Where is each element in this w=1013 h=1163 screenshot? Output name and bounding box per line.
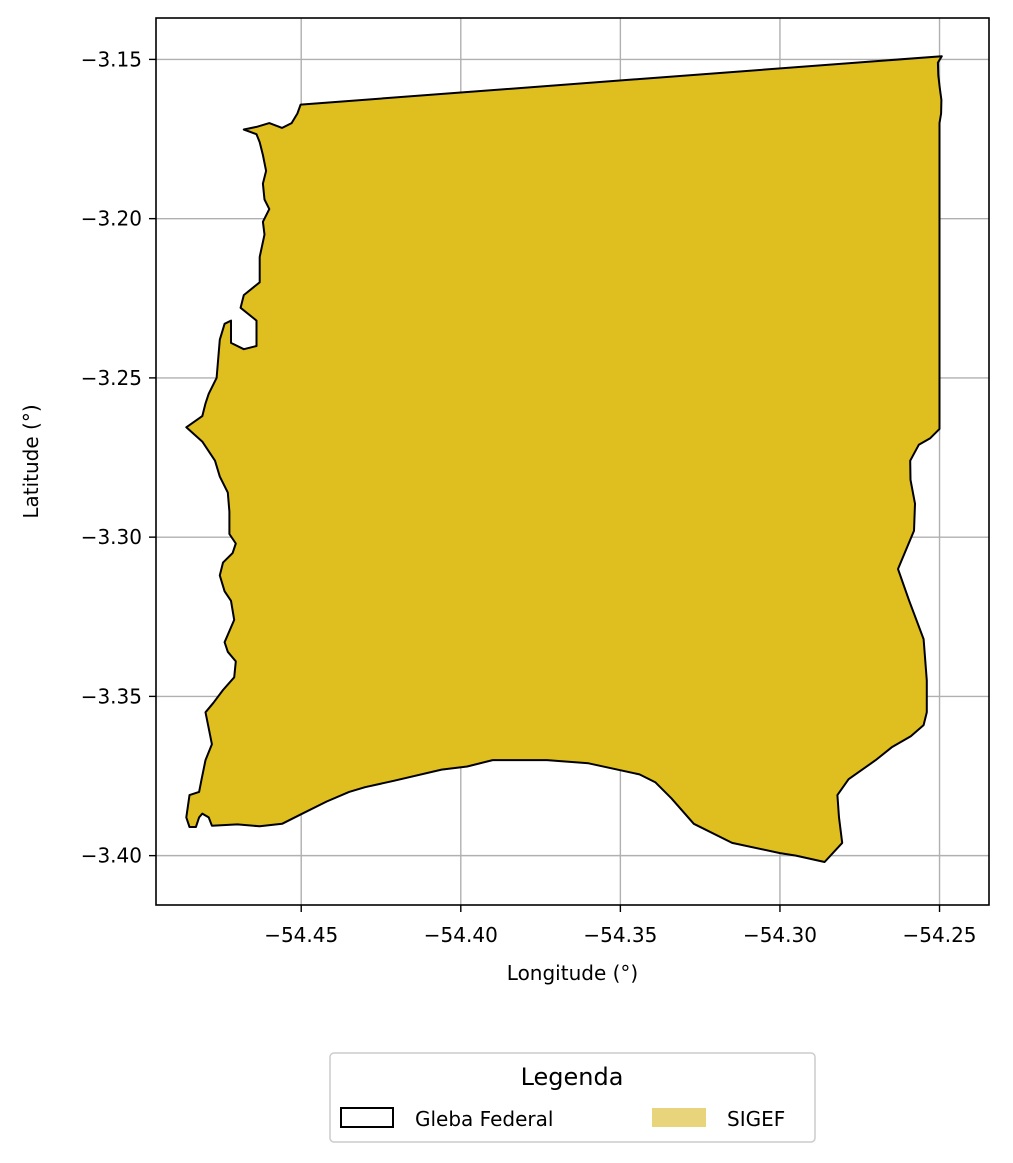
legend-title: Legenda [521, 1063, 624, 1091]
x-tick-label: −54.35 [583, 923, 657, 947]
y-tick-label: −3.20 [81, 207, 142, 231]
sigef-polygon [185, 55, 943, 863]
axis-ticks: −54.45 −54.40 −54.35 −54.30 −54.25 −3.15 −3.20… [81, 47, 977, 947]
legend-swatch-sigef [652, 1108, 706, 1127]
x-tick-label: −54.25 [903, 923, 977, 947]
y-tick-label: −3.35 [81, 684, 142, 708]
x-tick-label: −54.30 [743, 923, 817, 947]
plot-frame [155, 17, 990, 906]
legend: Legenda Gleba Federal SIGEF [329, 1052, 816, 1143]
x-axis-label: Longitude (°) [507, 961, 638, 985]
x-tick-label: −54.40 [424, 923, 498, 947]
y-axis-label: Latitude (°) [19, 404, 43, 518]
y-tick-label: −3.25 [81, 366, 142, 390]
legend-swatch-gleba-federal [340, 1107, 394, 1128]
polygon-layer [185, 55, 943, 863]
y-tick-label: −3.30 [81, 525, 142, 549]
legend-label-gleba-federal: Gleba Federal [415, 1107, 553, 1131]
y-tick-label: −3.40 [81, 844, 142, 868]
y-tick-label: −3.15 [81, 47, 142, 71]
legend-label-sigef: SIGEF [727, 1107, 785, 1131]
x-tick-label: −54.45 [264, 923, 338, 947]
